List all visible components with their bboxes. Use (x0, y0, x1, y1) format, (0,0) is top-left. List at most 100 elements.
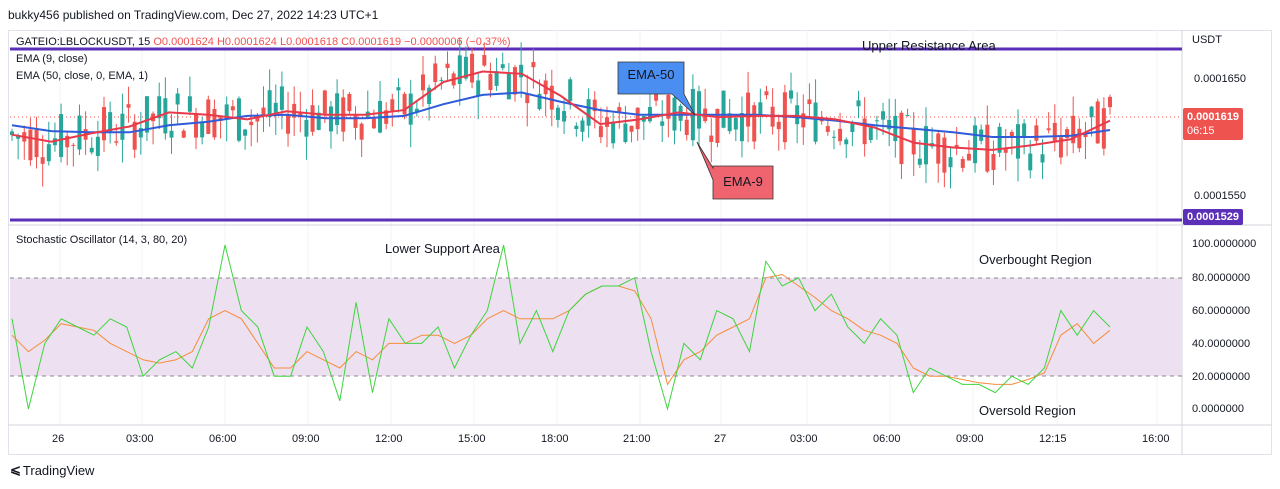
candle-body (414, 108, 419, 113)
candle-body (1108, 96, 1112, 108)
candle-body (948, 157, 953, 168)
ema9-line (11, 70, 1111, 151)
candle-body (617, 107, 622, 112)
candle-body (660, 121, 665, 126)
candle-body (1022, 123, 1027, 137)
stoch-band (10, 278, 1182, 376)
ohlc-values: O0.0001624 H0.0001624 L0.0001618 C0.0001… (153, 36, 511, 48)
candle-body (905, 114, 910, 116)
candle-body (71, 144, 76, 146)
candle-body (347, 94, 352, 112)
candle-body (144, 96, 149, 133)
candle-body (991, 153, 996, 171)
candle-body (856, 100, 861, 107)
candle-body (445, 63, 450, 69)
osc-tick-0: 0.0000000 (1192, 403, 1244, 415)
ema9-legend[interactable]: EMA (9, close) (16, 53, 88, 65)
candle-body (819, 119, 824, 122)
candle-body (10, 131, 14, 136)
candle-body (506, 73, 511, 100)
candle-body (697, 91, 702, 129)
candle-body (623, 123, 628, 143)
candle-body (243, 129, 248, 136)
candle-body (654, 91, 659, 101)
candle-body (850, 122, 855, 133)
candle-body (807, 99, 812, 105)
oversold-label: Oversold Region (979, 403, 1076, 418)
candle-body (1065, 129, 1070, 138)
candle-body (126, 104, 131, 108)
candle-body (592, 99, 597, 112)
candle-body (298, 112, 303, 116)
candle-body (408, 93, 413, 125)
candle-body (304, 119, 309, 137)
candle-body (795, 105, 800, 125)
candle-body (46, 144, 51, 162)
candle-body (390, 99, 395, 112)
candle-body (89, 147, 94, 153)
candle-body (758, 102, 763, 116)
tradingview-logo[interactable]: ⩽ TradingView (10, 462, 94, 478)
candle-body (917, 158, 922, 165)
stoch-legend[interactable]: Stochastic Oscillator (14, 3, 80, 20) (16, 234, 188, 246)
candle-body (721, 90, 726, 128)
candle-body (831, 136, 836, 138)
candle-body (169, 130, 174, 138)
candle-body (966, 153, 971, 161)
candle-body (500, 64, 505, 69)
osc-tick-80: 80.0000000 (1192, 272, 1251, 284)
candle-body (893, 115, 898, 142)
symbol-legend[interactable]: GATEIO:LBLOCKUSDT, 15 O0.0001624 H0.0001… (16, 36, 511, 48)
candle-body (212, 108, 217, 138)
candle-body (108, 112, 113, 134)
price-tick-2: 0.0001550 (1194, 190, 1246, 202)
candle-body (40, 157, 45, 164)
ema50-legend[interactable]: EMA (50, close, 0, EMA, 1) (16, 70, 149, 82)
time-label: 12:15 (1039, 433, 1067, 445)
candle-body (316, 112, 321, 130)
candle-body (911, 127, 916, 155)
candle-body (727, 113, 732, 132)
candle-body (494, 71, 499, 86)
candle-body (1028, 153, 1033, 171)
candle-body (605, 117, 610, 127)
stoch-k-line (11, 244, 1111, 411)
last-price-tag: 0.0001619 06:15 (1183, 108, 1243, 140)
ema9-callout: EMA-9 (696, 141, 774, 200)
candle-body (273, 102, 278, 114)
candle-body (138, 128, 143, 138)
time-label: 03:00 (790, 433, 818, 445)
candle-body (279, 86, 284, 110)
candle-body (132, 121, 137, 150)
support-price-tag: 0.0001529 (1183, 209, 1243, 225)
candle-body (562, 111, 567, 122)
candle-body (549, 85, 554, 110)
candle-body (586, 99, 591, 126)
candle-body (1095, 101, 1100, 144)
candle-body (789, 90, 794, 99)
candle-body (973, 125, 978, 164)
candle-body (874, 120, 879, 122)
stoch-d-line (11, 273, 1111, 386)
candle-body (512, 67, 517, 95)
candle-body (813, 102, 818, 142)
time-label: 21:00 (623, 433, 651, 445)
candle-body (194, 114, 199, 138)
candle-body (102, 107, 107, 141)
upper-resistance-label: Upper Resistance Area (862, 38, 996, 53)
candle-body (488, 73, 493, 91)
candle-body (1040, 154, 1045, 163)
candle-body (175, 93, 180, 105)
time-label: 27 (714, 433, 727, 445)
overbought-label: Overbought Region (979, 252, 1092, 267)
osc-tick-100: 100.0000000 (1192, 238, 1257, 250)
candle-body (936, 133, 941, 164)
price-tick-1: 0.0001650 (1194, 73, 1246, 85)
candle-body (1052, 122, 1057, 142)
candle-body (746, 92, 751, 127)
currency-label: USDT (1192, 34, 1222, 46)
time-label: 09:00 (292, 433, 320, 445)
candle-body (249, 121, 254, 126)
candle-body (525, 94, 530, 104)
